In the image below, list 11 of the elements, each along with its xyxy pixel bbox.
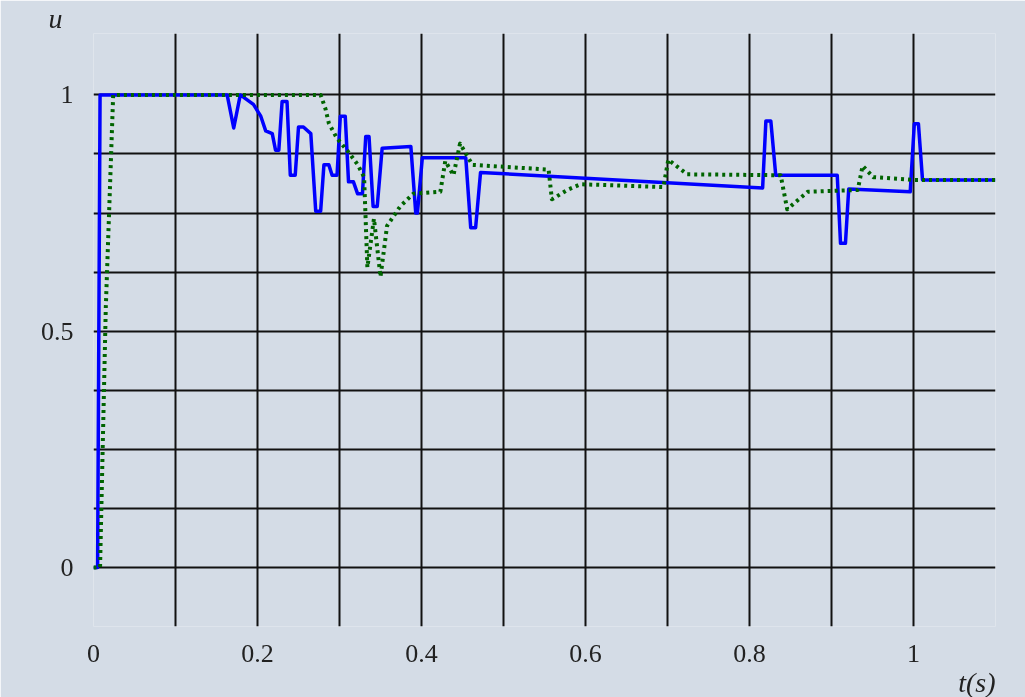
y-tick-label: 0 (60, 552, 74, 582)
x-tick-label: 1 (907, 638, 920, 668)
x-tick-label: 0.4 (405, 638, 438, 668)
y-tick-label: 1 (60, 80, 74, 110)
x-tick-label: 0 (87, 638, 100, 668)
x-tick-label: 0.8 (733, 638, 766, 668)
x-tick-label: 0.6 (569, 638, 602, 668)
x-axis-title: t(s) (958, 666, 996, 697)
x-tick-label: 0.2 (241, 638, 274, 668)
y-axis-title: u (48, 2, 63, 34)
y-tick-label: 0.5 (41, 316, 74, 346)
